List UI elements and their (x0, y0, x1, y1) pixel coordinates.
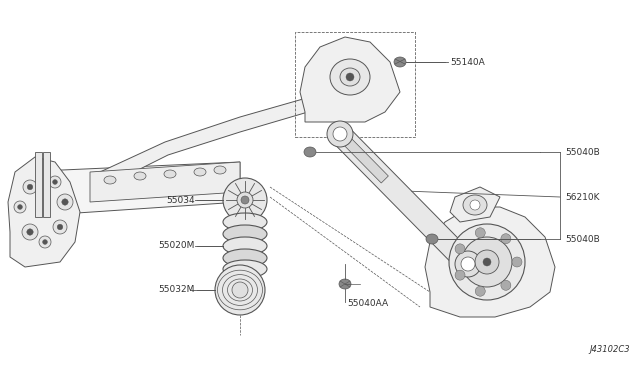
Ellipse shape (449, 224, 525, 300)
Ellipse shape (28, 184, 33, 190)
Ellipse shape (426, 234, 438, 244)
Ellipse shape (27, 229, 33, 235)
Text: 55040B: 55040B (565, 234, 600, 244)
Polygon shape (90, 162, 240, 202)
Ellipse shape (340, 68, 360, 86)
Ellipse shape (53, 220, 67, 234)
Polygon shape (18, 162, 240, 217)
Ellipse shape (475, 250, 499, 274)
Ellipse shape (223, 225, 267, 243)
Polygon shape (425, 207, 555, 317)
Ellipse shape (476, 228, 485, 238)
Polygon shape (300, 37, 400, 122)
Ellipse shape (52, 180, 58, 185)
Text: 55032M: 55032M (159, 285, 195, 295)
Ellipse shape (223, 237, 267, 255)
Ellipse shape (512, 257, 522, 267)
Ellipse shape (62, 199, 68, 205)
Ellipse shape (339, 279, 351, 289)
Ellipse shape (57, 194, 73, 210)
Ellipse shape (461, 257, 475, 271)
Ellipse shape (223, 249, 267, 267)
Ellipse shape (346, 73, 354, 81)
Ellipse shape (470, 200, 480, 210)
Ellipse shape (232, 282, 248, 298)
Ellipse shape (215, 265, 265, 315)
Ellipse shape (23, 180, 37, 194)
Text: 55040B: 55040B (565, 148, 600, 157)
Ellipse shape (501, 234, 511, 244)
Text: 55140A: 55140A (450, 58, 484, 67)
Ellipse shape (22, 224, 38, 240)
Polygon shape (337, 131, 388, 183)
Text: 55034: 55034 (166, 196, 195, 205)
Polygon shape (43, 152, 50, 217)
Polygon shape (8, 157, 80, 267)
Ellipse shape (327, 121, 353, 147)
Ellipse shape (49, 176, 61, 188)
Ellipse shape (134, 172, 146, 180)
Ellipse shape (394, 57, 406, 67)
Text: 56210K: 56210K (565, 192, 600, 202)
Text: J43102C3: J43102C3 (589, 346, 630, 355)
Polygon shape (450, 187, 500, 222)
Ellipse shape (14, 201, 26, 213)
Ellipse shape (462, 237, 512, 287)
Ellipse shape (39, 236, 51, 248)
Ellipse shape (164, 170, 176, 178)
Polygon shape (332, 126, 476, 272)
Ellipse shape (463, 195, 487, 215)
Ellipse shape (223, 178, 267, 222)
Ellipse shape (455, 244, 465, 254)
Ellipse shape (214, 166, 226, 174)
Ellipse shape (57, 224, 63, 230)
Ellipse shape (483, 258, 491, 266)
Ellipse shape (455, 251, 481, 277)
Ellipse shape (237, 192, 253, 208)
Ellipse shape (104, 176, 116, 184)
Ellipse shape (455, 270, 465, 280)
Ellipse shape (501, 280, 511, 290)
Ellipse shape (223, 260, 267, 278)
Ellipse shape (241, 196, 249, 204)
Ellipse shape (330, 59, 370, 95)
Ellipse shape (43, 240, 47, 244)
Ellipse shape (476, 286, 485, 296)
Ellipse shape (223, 213, 267, 231)
Ellipse shape (304, 147, 316, 157)
Text: 55020M: 55020M (159, 241, 195, 250)
Ellipse shape (18, 205, 22, 209)
Text: 55040AA: 55040AA (347, 299, 388, 308)
Ellipse shape (333, 127, 347, 141)
Polygon shape (100, 97, 325, 184)
Polygon shape (35, 152, 42, 217)
Ellipse shape (194, 168, 206, 176)
